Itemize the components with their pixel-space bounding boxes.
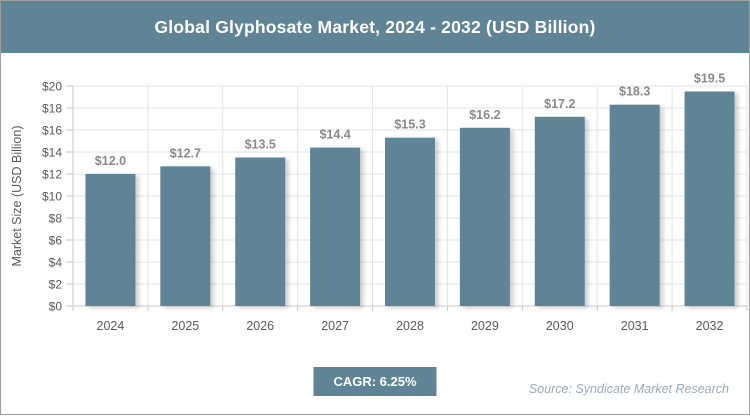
y-tick-label: $10 xyxy=(42,190,62,204)
bar-2028 xyxy=(385,137,435,306)
bar-value-label: $18.3 xyxy=(619,85,650,99)
bar-2030 xyxy=(534,116,585,306)
x-category-label: 2027 xyxy=(321,319,349,333)
bar-value-label: $12.7 xyxy=(170,146,201,160)
bar-value-label: $15.3 xyxy=(394,118,425,132)
x-category-label: 2026 xyxy=(246,319,274,333)
y-tick-label: $12 xyxy=(42,168,62,182)
y-tick-label: $4 xyxy=(49,256,63,270)
y-tick-label: $8 xyxy=(49,212,63,226)
bar-2025 xyxy=(160,166,211,306)
bar-2024 xyxy=(85,174,136,306)
source-attribution: Source: Syndicate Market Research xyxy=(528,382,729,396)
bar-2032 xyxy=(684,91,735,306)
x-category-label: 2024 xyxy=(97,319,125,333)
x-category-label: 2028 xyxy=(396,319,424,333)
chart-labels: $0 $2 $4 $6 $8 $10 $12 $14 $16 $18 $20 $12.0 2024 $12… xyxy=(42,72,725,334)
x-category-label: 2030 xyxy=(546,319,574,333)
bar-2031 xyxy=(609,104,660,306)
bar-2029 xyxy=(459,127,510,306)
bar-value-label: $19.5 xyxy=(694,72,725,86)
chart-title: Global Glyphosate Market, 2024 - 2032 (U… xyxy=(154,16,596,37)
x-category-label: 2025 xyxy=(171,319,199,333)
bar-2027 xyxy=(310,147,361,306)
y-tick-label: $14 xyxy=(42,146,62,160)
bar-value-label: $16.2 xyxy=(469,108,500,122)
chart-bars xyxy=(85,91,735,306)
x-category-label: 2032 xyxy=(696,319,724,333)
y-tick-label: $16 xyxy=(42,124,62,138)
cagr-badge: CAGR: 6.25% xyxy=(313,367,437,396)
y-tick-label: $18 xyxy=(42,102,62,116)
y-axis-label: Market Size (USD Billion) xyxy=(10,125,24,266)
chart-title-bar: Global Glyphosate Market, 2024 - 2032 (U… xyxy=(1,1,749,53)
x-category-label: 2031 xyxy=(621,319,649,333)
bar-value-label: $17.2 xyxy=(544,97,575,111)
bar-value-label: $13.5 xyxy=(245,138,276,152)
y-tick-label: $0 xyxy=(49,300,63,314)
bar-2026 xyxy=(235,157,286,306)
x-category-label: 2029 xyxy=(471,319,499,333)
bar-value-label: $14.4 xyxy=(319,128,350,142)
y-tick-label: $6 xyxy=(49,234,63,248)
bar-value-label: $12.0 xyxy=(95,154,126,168)
y-tick-label: $20 xyxy=(42,80,62,94)
y-tick-label: $2 xyxy=(49,278,63,292)
